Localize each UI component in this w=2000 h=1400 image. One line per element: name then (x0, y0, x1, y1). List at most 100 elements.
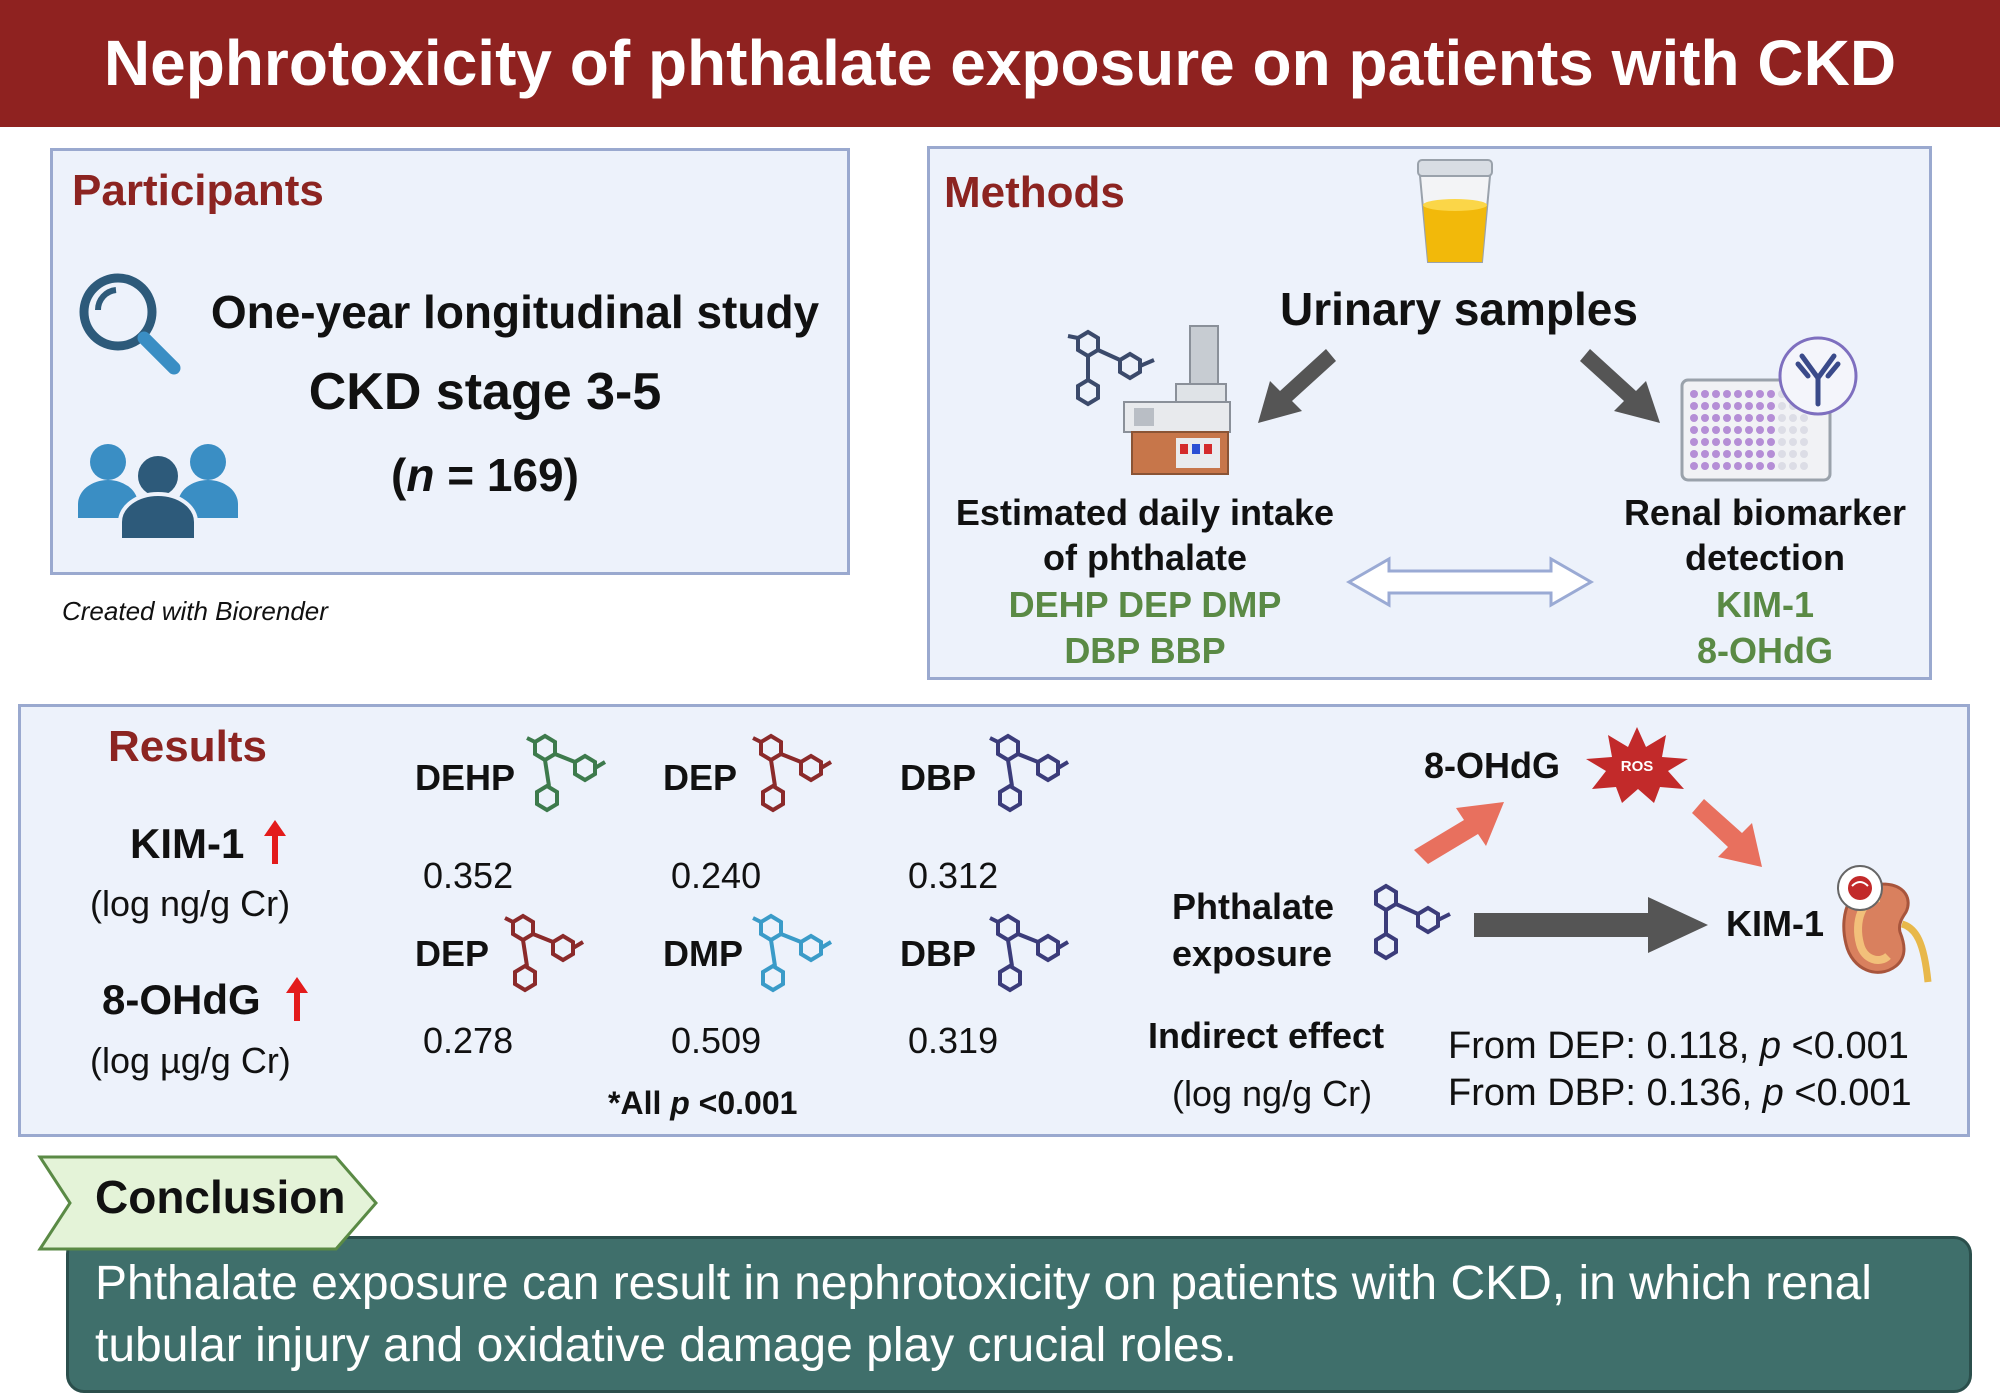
plate-well (1767, 390, 1775, 398)
plate-well (1734, 462, 1742, 470)
plate-well (1690, 426, 1698, 434)
all-p-value: <0.001 (689, 1085, 798, 1121)
urine-cup-icon (1417, 159, 1493, 263)
arrow-up-right-icon (1414, 802, 1504, 864)
plate-well (1712, 414, 1720, 422)
plate-well (1690, 390, 1698, 398)
exposure-line-1: Phthalate (1172, 886, 1335, 927)
indirect-dbp: From DBP: 0.136, p <0.001 (1448, 1072, 1912, 1115)
plate-well (1712, 390, 1720, 398)
phthalate-list-line-2: DBP BBP (1064, 630, 1226, 671)
plate-well (1701, 426, 1709, 434)
antibody-icon (1795, 353, 1841, 407)
plate-well (1756, 426, 1764, 434)
plate-well (1723, 438, 1731, 446)
indirect-dep: From DEP: 0.118, p <0.001 (1448, 1025, 1909, 1068)
plate-well (1712, 402, 1720, 410)
plate-well (1778, 426, 1786, 434)
kim1-unit: (log ng/g Cr) (90, 883, 291, 924)
biomarker-label: Renal biomarker detection (1600, 490, 1930, 580)
conclusion-tag-shape (37, 1155, 378, 1251)
plate-well (1701, 402, 1709, 410)
plate-well (1756, 402, 1764, 410)
plate-well (1789, 438, 1797, 446)
ohdg-result-label: 8-OHdG (102, 976, 261, 1023)
plate-well (1734, 402, 1742, 410)
plate-well (1701, 450, 1709, 458)
ros-label: ROS (1621, 758, 1654, 775)
plate-well (1690, 414, 1698, 422)
ckd-stage: CKD stage 3-5 (308, 363, 662, 421)
plate-well (1745, 414, 1753, 422)
plate-well (1723, 450, 1731, 458)
magnifier-icon (79, 273, 181, 375)
plate-well (1734, 450, 1742, 458)
phthalate-list: DEHP DEP DMP DBP BBP (930, 582, 1360, 674)
kidney-icon (1837, 865, 1932, 983)
plate-well (1734, 438, 1742, 446)
plate-well (1778, 450, 1786, 458)
intake-label: Estimated daily intake of phthalate (930, 490, 1360, 580)
biomarker-list: KIM-1 8-OHdG (1600, 582, 1930, 674)
results-heading: Results (108, 722, 267, 771)
phthalate-molecule-icon (1374, 883, 1451, 961)
indirect-effect-unit: (log ng/g Cr) (1172, 1073, 1373, 1114)
plate-well (1745, 390, 1753, 398)
indirect-dbp-p-value: <0.001 (1783, 1072, 1912, 1114)
biomarker-kim1: KIM-1 (1716, 584, 1814, 625)
page-title: Nephrotoxicity of phthalate exposure on … (103, 27, 1897, 99)
plate-well (1712, 462, 1720, 470)
sample-size-value: = 169) (434, 449, 579, 501)
plate-well (1800, 462, 1808, 470)
plate-well (1734, 390, 1742, 398)
indirect-dbp-value: From DBP: 0.136, (1448, 1072, 1763, 1114)
plate-well (1756, 462, 1764, 470)
plate-well (1712, 450, 1720, 458)
plate-well (1723, 414, 1731, 422)
up-arrow-icon (264, 820, 286, 864)
plate-well (1723, 390, 1731, 398)
up-arrow-icon (286, 977, 308, 1021)
split-arrows (1258, 349, 1660, 423)
plate-well (1712, 438, 1720, 446)
all-p-symbol: p (670, 1085, 690, 1121)
pathway-8ohdg-label: 8-OHdG (1424, 745, 1561, 786)
sample-size-open: ( (391, 449, 407, 501)
plate-well (1745, 462, 1753, 470)
plate-well (1756, 450, 1764, 458)
plate-well (1800, 450, 1808, 458)
indirect-dbp-p: p (1762, 1072, 1784, 1114)
plate-well (1778, 438, 1786, 446)
plate-well (1701, 438, 1709, 446)
title-bar (0, 0, 2000, 127)
plate-well (1723, 462, 1731, 470)
urinary-samples-label: Urinary samples (1280, 283, 1638, 335)
plate-well (1778, 462, 1786, 470)
conclusion-box (66, 1236, 1972, 1393)
plate-well (1756, 414, 1764, 422)
plate-well (1756, 390, 1764, 398)
n-symbol: n (406, 449, 435, 501)
plate-well (1800, 414, 1808, 422)
plate-well (1734, 414, 1742, 422)
intake-line-1: Estimated daily intake (955, 492, 1335, 533)
plate-well (1789, 450, 1797, 458)
ros-burst-icon: ROS (1586, 727, 1688, 803)
plate-well (1701, 390, 1709, 398)
plate-well (1712, 426, 1720, 434)
plate-well (1767, 414, 1775, 422)
sample-size: (n = 169) (185, 448, 785, 502)
methods-heading: Methods (944, 168, 1125, 217)
biomarker-line-2: detection (1684, 537, 1845, 578)
plate-well (1745, 450, 1753, 458)
plate-well (1723, 426, 1731, 434)
plate-well (1745, 438, 1753, 446)
people-icon (78, 444, 238, 540)
elisa-plate-icon (1680, 336, 1858, 482)
all-p-prefix: *All (608, 1085, 671, 1121)
phthalate-list-line-1: DEHP DEP DMP (1008, 584, 1282, 625)
exposure-label: Phthalate exposure (1172, 883, 1335, 977)
kim1-result-label: KIM-1 (130, 820, 245, 867)
biorender-credit: Created with Biorender (62, 596, 328, 626)
plate-well (1690, 450, 1698, 458)
